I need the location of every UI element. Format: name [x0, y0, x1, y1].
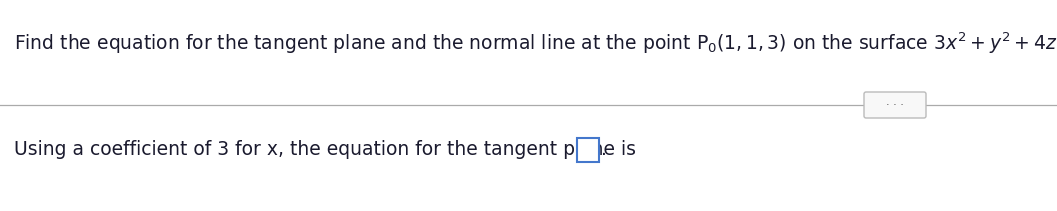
Text: .: .	[601, 140, 607, 159]
Text: Find the equation for the tangent plane and the normal line at the point $\mathr: Find the equation for the tangent plane …	[14, 30, 1057, 55]
FancyBboxPatch shape	[577, 138, 599, 162]
Text: Using a coefficient of 3 for x, the equation for the tangent plane is: Using a coefficient of 3 for x, the equa…	[14, 140, 636, 159]
FancyBboxPatch shape	[864, 92, 926, 118]
Text: · · ·: · · ·	[886, 100, 904, 110]
